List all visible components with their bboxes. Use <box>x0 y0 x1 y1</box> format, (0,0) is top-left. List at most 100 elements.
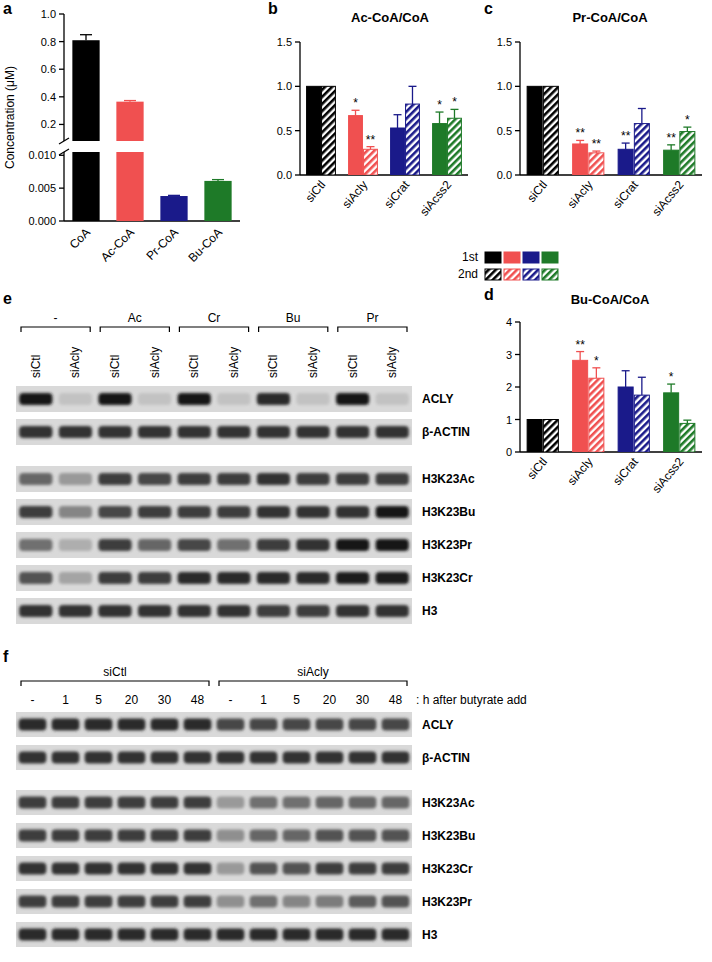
lane-label: siAcly <box>306 347 320 378</box>
panel-letter: f <box>3 648 9 665</box>
band <box>283 830 311 842</box>
y-axis <box>299 42 300 175</box>
band <box>283 797 311 809</box>
y-tick-label: 0.000 <box>28 215 56 227</box>
band <box>151 719 179 731</box>
band <box>257 393 290 405</box>
panel-letter: a <box>3 0 12 17</box>
band <box>250 797 278 809</box>
error-stem <box>397 115 398 128</box>
band <box>19 863 47 875</box>
group-label: siAcly <box>297 665 328 679</box>
error-bar <box>450 109 458 118</box>
band <box>217 572 250 584</box>
legend-swatch <box>523 252 539 263</box>
bar <box>543 86 558 175</box>
error-cap <box>80 34 92 35</box>
band <box>250 752 278 764</box>
y-tick-label: 1.5 <box>277 36 292 48</box>
band <box>98 426 131 438</box>
error-bar <box>124 101 136 102</box>
bars-lower <box>72 152 231 221</box>
y-tick <box>59 187 64 188</box>
band <box>376 506 409 518</box>
band <box>217 539 250 551</box>
row-label: H3K23Cr <box>422 571 473 585</box>
band <box>118 719 146 731</box>
y-tick-label: 4 <box>506 316 512 328</box>
row-label: H3K23Ac <box>422 472 475 486</box>
band <box>184 830 212 842</box>
y-tick <box>515 86 520 87</box>
error-bar <box>683 127 691 131</box>
chart-title: Pr-CoA/CoA <box>572 10 648 25</box>
error-stem <box>641 109 642 124</box>
lane-label: siAcly <box>227 347 241 378</box>
x-tick-label: siAcly <box>339 178 370 211</box>
band <box>336 539 369 551</box>
blot-strip <box>16 466 412 492</box>
legend-swatch <box>542 252 558 263</box>
band <box>316 929 344 941</box>
y-tick <box>295 86 300 87</box>
bar <box>664 150 679 175</box>
band <box>19 473 52 485</box>
lane-label: 5 <box>293 693 300 707</box>
band <box>52 830 80 842</box>
error-stem <box>579 352 580 361</box>
band <box>118 896 146 908</box>
error-bar <box>592 368 600 378</box>
bars-upper <box>72 35 143 141</box>
significance: ** <box>575 126 585 140</box>
band <box>349 797 377 809</box>
error-cap <box>638 377 646 378</box>
y-tick-label: 1.5 <box>497 36 512 48</box>
band <box>59 605 92 617</box>
bar <box>618 387 633 452</box>
bar <box>116 152 143 221</box>
error-cap <box>683 419 691 420</box>
y-axis <box>519 42 520 175</box>
band <box>349 929 377 941</box>
y-tick-label: 0.4 <box>41 91 56 103</box>
axes <box>59 14 240 221</box>
error-stem <box>85 35 86 41</box>
band <box>316 719 344 731</box>
band <box>316 797 344 809</box>
y-tick-label: 2 <box>506 381 512 393</box>
band <box>184 929 212 941</box>
band <box>283 752 311 764</box>
bar <box>72 152 99 221</box>
group-bracket <box>21 327 90 332</box>
error-stem <box>641 377 642 395</box>
row-label: H3K23Pr <box>422 538 472 552</box>
band <box>296 506 329 518</box>
x-tick-label: Pr-CoA <box>143 225 181 263</box>
band <box>19 393 52 405</box>
y-tick <box>515 354 520 355</box>
band <box>98 473 131 485</box>
error-bar <box>576 140 584 144</box>
x-tick-label: siAcly <box>565 178 596 211</box>
band <box>178 572 211 584</box>
bar <box>664 393 679 452</box>
band <box>382 929 410 941</box>
band <box>52 896 80 908</box>
panel-letter: b <box>268 0 278 17</box>
legend-swatch <box>523 269 539 280</box>
x-tick-label: siCrat <box>610 177 641 211</box>
group-label: Ac <box>128 311 142 325</box>
error-bar <box>212 180 224 181</box>
lane-label: 1 <box>260 693 267 707</box>
band <box>382 752 410 764</box>
lane-label: 30 <box>356 693 370 707</box>
band <box>336 393 369 405</box>
y-tick-label: 0 <box>506 446 512 458</box>
bars <box>527 86 695 175</box>
significance: * <box>452 95 457 109</box>
bar <box>680 132 695 175</box>
bar <box>573 144 588 175</box>
band <box>138 426 171 438</box>
y-tick-label: 0.5 <box>497 125 512 137</box>
band <box>19 605 52 617</box>
